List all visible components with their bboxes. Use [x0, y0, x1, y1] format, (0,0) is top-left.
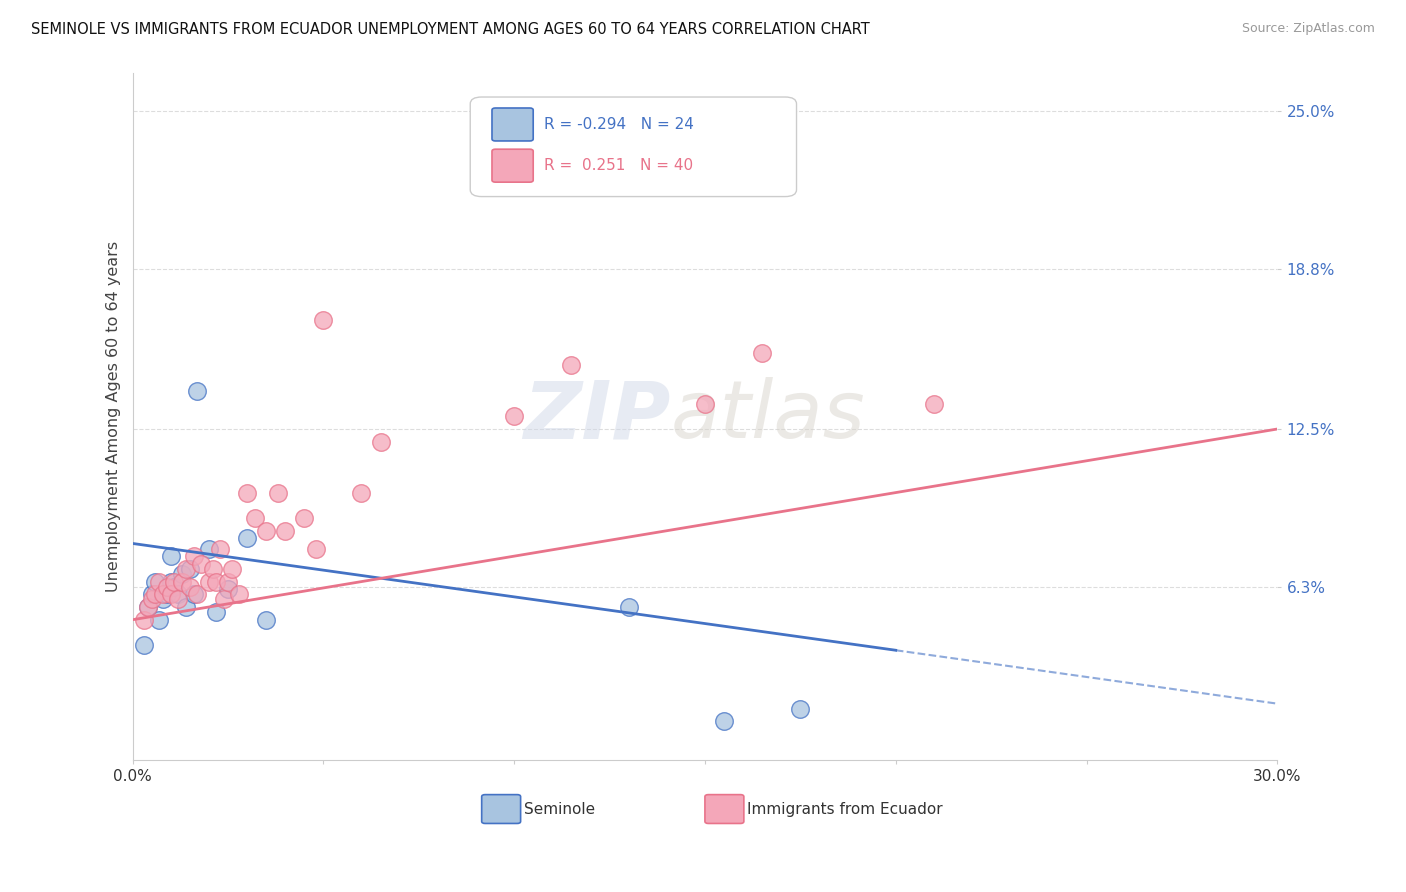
Point	[186, 587, 208, 601]
Point	[172, 566, 194, 581]
Point	[152, 592, 174, 607]
Point	[167, 587, 190, 601]
Point	[152, 587, 174, 601]
Point	[751, 345, 773, 359]
Y-axis label: Unemployment Among Ages 60 to 64 years: Unemployment Among Ages 60 to 64 years	[107, 241, 121, 592]
Point	[292, 511, 315, 525]
Point	[205, 574, 228, 589]
Text: SEMINOLE VS IMMIGRANTS FROM ECUADOR UNEMPLOYMENT AMONG AGES 60 TO 64 YEARS CORRE: SEMINOLE VS IMMIGRANTS FROM ECUADOR UNEM…	[31, 22, 870, 37]
Point	[174, 562, 197, 576]
Point	[228, 587, 250, 601]
Point	[560, 359, 582, 373]
Point	[174, 600, 197, 615]
Point	[312, 312, 335, 326]
Point	[136, 600, 159, 615]
FancyBboxPatch shape	[492, 108, 533, 141]
Point	[190, 557, 212, 571]
Point	[922, 396, 945, 410]
Point	[217, 582, 239, 597]
Point	[159, 549, 181, 563]
FancyBboxPatch shape	[704, 795, 744, 823]
Point	[156, 580, 179, 594]
Point	[713, 714, 735, 729]
FancyBboxPatch shape	[470, 97, 797, 196]
Point	[167, 592, 190, 607]
Point	[201, 562, 224, 576]
Point	[148, 613, 170, 627]
Text: R =  0.251   N = 40: R = 0.251 N = 40	[544, 158, 693, 173]
Point	[141, 587, 163, 601]
Point	[163, 580, 186, 594]
Point	[254, 613, 277, 627]
Point	[217, 574, 239, 589]
Point	[145, 587, 167, 601]
Point	[503, 409, 526, 424]
Point	[274, 524, 297, 538]
Text: Seminole: Seminole	[524, 802, 595, 816]
Point	[617, 600, 640, 615]
Point	[198, 574, 221, 589]
Point	[205, 605, 228, 619]
Point	[132, 638, 155, 652]
Point	[179, 562, 201, 576]
Point	[156, 587, 179, 601]
Point	[163, 574, 186, 589]
Point	[159, 587, 181, 601]
Point	[236, 532, 259, 546]
Text: Immigrants from Ecuador: Immigrants from Ecuador	[747, 802, 943, 816]
Point	[266, 485, 288, 500]
FancyBboxPatch shape	[482, 795, 520, 823]
Point	[789, 702, 811, 716]
Point	[179, 580, 201, 594]
Point	[136, 600, 159, 615]
Text: Source: ZipAtlas.com: Source: ZipAtlas.com	[1241, 22, 1375, 36]
Point	[132, 613, 155, 627]
Point	[159, 574, 181, 589]
Point	[212, 592, 235, 607]
Point	[305, 541, 328, 556]
Point	[236, 485, 259, 500]
Text: atlas: atlas	[671, 377, 865, 455]
Point	[148, 574, 170, 589]
Point	[243, 511, 266, 525]
Point	[183, 549, 205, 563]
Point	[370, 434, 392, 449]
Point	[209, 541, 232, 556]
Point	[172, 574, 194, 589]
Text: ZIP: ZIP	[523, 377, 671, 455]
Point	[350, 485, 373, 500]
Text: R = -0.294   N = 24: R = -0.294 N = 24	[544, 117, 693, 132]
FancyBboxPatch shape	[492, 149, 533, 182]
Point	[186, 384, 208, 398]
Point	[221, 562, 243, 576]
Point	[693, 396, 716, 410]
Point	[254, 524, 277, 538]
Point	[198, 541, 221, 556]
Point	[183, 587, 205, 601]
Point	[145, 574, 167, 589]
Point	[713, 180, 735, 194]
Point	[141, 592, 163, 607]
